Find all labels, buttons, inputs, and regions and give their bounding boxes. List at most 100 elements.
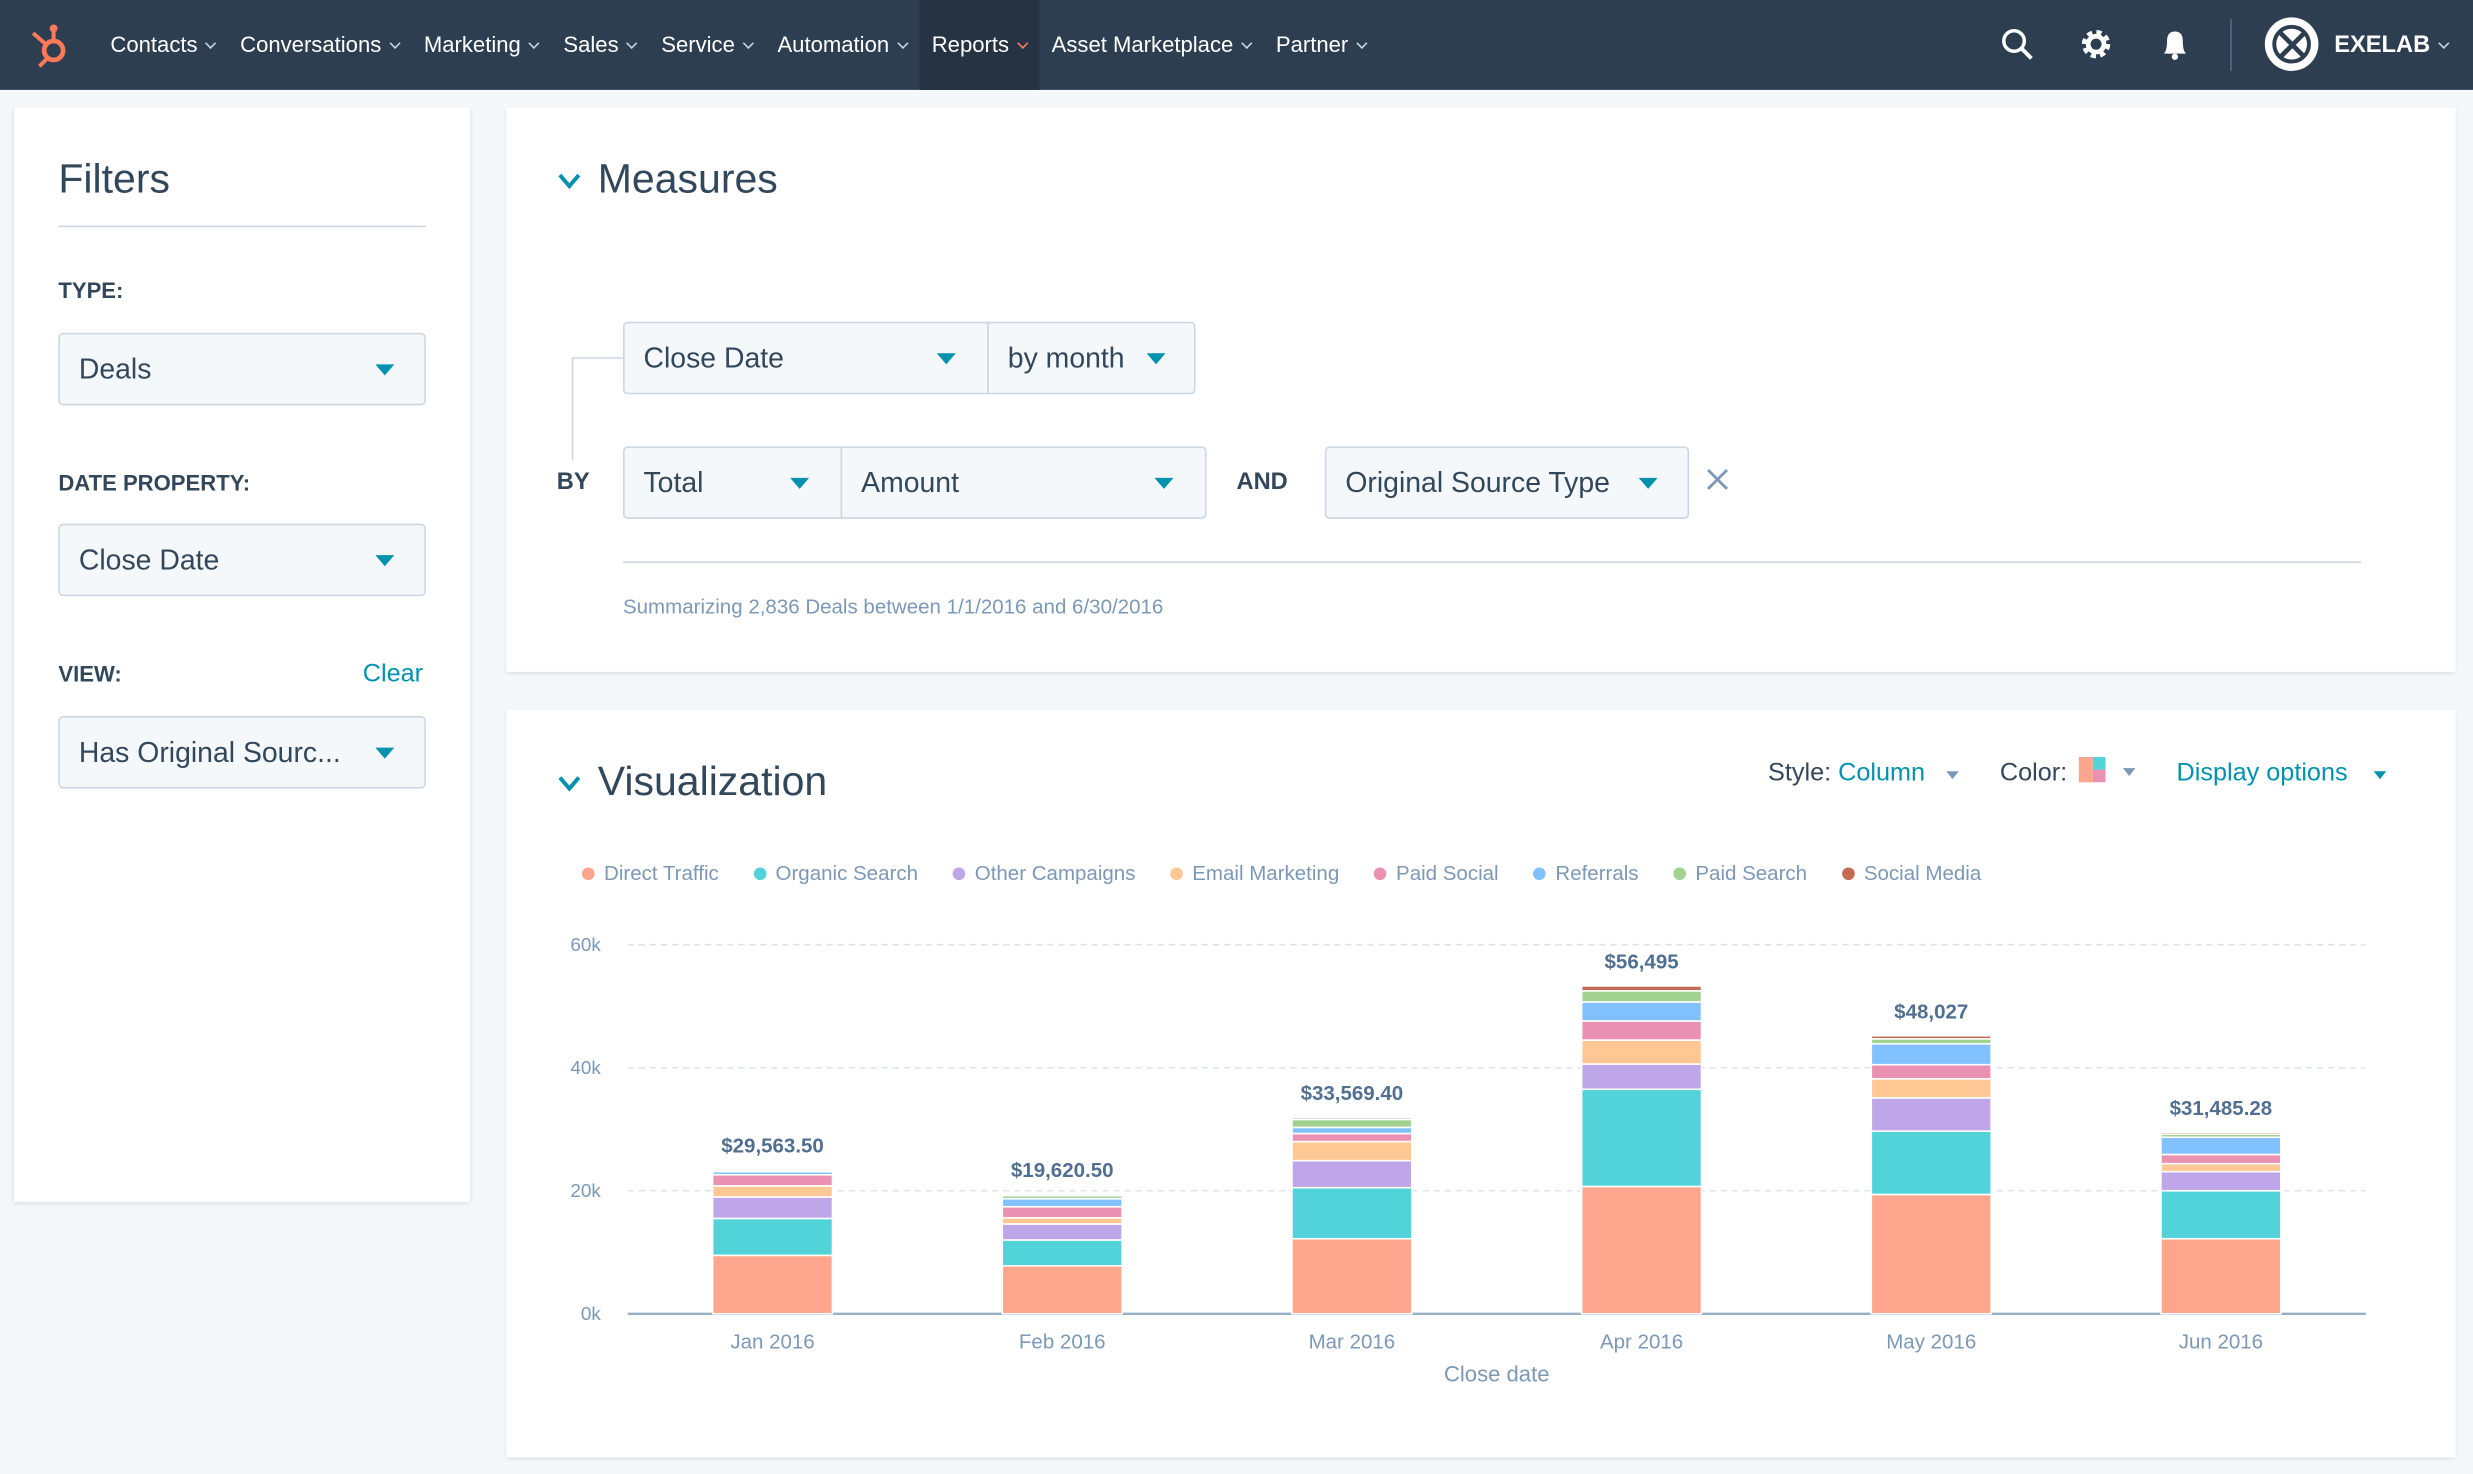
- nav-item[interactable]: Marketing: [411, 0, 551, 90]
- bar-segment: [1291, 1116, 1413, 1121]
- total-label: $48,027: [1894, 1000, 1968, 1023]
- top-nav: Contacts Conversations Marketing Sales Servi…: [0, 0, 2473, 90]
- bar-segment: [1580, 1039, 1703, 1065]
- aggregate: Total: [643, 466, 704, 499]
- bar-segment: [1870, 1078, 1992, 1099]
- collapse-icon[interactable]: [557, 773, 585, 795]
- legend: Direct Traffic Organic Search Other Campai…: [581, 861, 1981, 885]
- legend-swatch: [1533, 867, 1546, 881]
- bar-segment: [1870, 1063, 1992, 1080]
- clear-link[interactable]: Clear: [362, 660, 424, 688]
- bar-segment: [1291, 1159, 1413, 1189]
- interval-select[interactable]: by month: [987, 321, 1196, 395]
- total-label: $29,563.50: [721, 1135, 824, 1158]
- legend-label: Direct Traffic: [604, 861, 719, 885]
- bar-segment: [1001, 1265, 1123, 1315]
- date-select[interactable]: Close Date: [58, 523, 426, 597]
- legend-label: Paid Search: [1695, 861, 1808, 885]
- and-label: AND: [1236, 468, 1288, 496]
- nav-item[interactable]: Contacts: [98, 0, 228, 90]
- bar-segment: [1291, 1237, 1413, 1315]
- remove-icon[interactable]: [1705, 467, 1730, 492]
- x-tick-label: Mar 2016: [1309, 1330, 1396, 1353]
- legend-item[interactable]: Other Campaigns: [952, 861, 1136, 885]
- x-tick-label: Jan 2016: [730, 1330, 814, 1353]
- bar-segment: [1580, 1001, 1703, 1022]
- x-axis-title: Close date: [1444, 1362, 1550, 1387]
- bar-segment: [711, 1173, 834, 1187]
- style-label: Style:: [1768, 760, 1832, 788]
- color-swatch[interactable]: [2078, 757, 2107, 785]
- type-select[interactable]: Deals: [58, 332, 426, 406]
- nav-item[interactable]: Conversations: [228, 0, 412, 90]
- nav-item[interactable]: Asset Marketplace: [1039, 0, 1263, 90]
- bar-segment: [711, 1169, 834, 1172]
- bar-segment: [1001, 1193, 1123, 1197]
- settings-icon[interactable]: [2079, 27, 2117, 65]
- date-field: Close Date: [643, 342, 784, 374]
- bar-segment: [2160, 1153, 2282, 1165]
- breakdown-select[interactable]: Original Source Type: [1324, 446, 1690, 519]
- view-value: Has Original Sourc...: [78, 736, 341, 769]
- date-field-select[interactable]: Close Date: [622, 321, 989, 395]
- legend-swatch: [952, 867, 966, 881]
- x-tick-label: May 2016: [1886, 1330, 1976, 1353]
- visualization-title: Visualization: [597, 757, 828, 805]
- hubspot-logo[interactable]: [25, 22, 72, 69]
- nav-item[interactable]: Automation: [765, 0, 919, 90]
- measures-title: Measures: [597, 154, 778, 202]
- collapse-icon[interactable]: [557, 170, 585, 192]
- x-tick-label: Apr 2016: [1600, 1330, 1683, 1353]
- bar-segment: [1291, 1186, 1413, 1240]
- legend-item[interactable]: Direct Traffic: [581, 861, 719, 885]
- account-name[interactable]: EXELAB: [2322, 0, 2473, 90]
- style-value: Column: [1838, 760, 1926, 788]
- x-tick-label: Jun 2016: [2179, 1330, 2263, 1353]
- legend-label: Other Campaigns: [974, 861, 1136, 885]
- filters-panel: Filters TYPE: Deals DATE PROPERTY: Close…: [14, 107, 470, 1202]
- divider: [2230, 18, 2232, 71]
- measures-panel: Measures Close Date by month BY Total Am…: [506, 107, 2456, 672]
- nav-item[interactable]: Service: [649, 0, 765, 90]
- view-select[interactable]: Has Original Sourc...: [58, 716, 426, 789]
- nav-item[interactable]: Reports: [919, 0, 1040, 90]
- x-tick-label: Feb 2016: [1019, 1330, 1106, 1353]
- notifications-icon[interactable]: [2158, 27, 2196, 65]
- legend-swatch: [753, 867, 767, 881]
- bar-segment: [711, 1196, 834, 1220]
- legend-item[interactable]: Social Media: [1841, 861, 1981, 885]
- metric-select[interactable]: Amount: [840, 446, 1207, 519]
- legend-item[interactable]: Organic Search: [753, 861, 918, 885]
- style-control[interactable]: Style: Column: [1768, 760, 1925, 788]
- account-avatar[interactable]: [2262, 14, 2325, 77]
- bar-segment: [2160, 1189, 2282, 1240]
- y-tick-label: 0k: [581, 1304, 602, 1325]
- bar-segment: [2160, 1162, 2282, 1173]
- aggregate-select[interactable]: Total: [622, 446, 843, 519]
- bar-segment: [1870, 1193, 1992, 1315]
- bar-segment: [1870, 1097, 1992, 1132]
- type-value: Deals: [78, 353, 152, 385]
- legend-item[interactable]: Paid Search: [1673, 861, 1807, 885]
- filters-title: Filters: [58, 154, 170, 202]
- by-label: BY: [556, 468, 590, 496]
- legend-swatch: [1673, 867, 1686, 881]
- metric: Amount: [861, 466, 959, 499]
- nav-item[interactable]: Sales: [551, 0, 649, 90]
- display-options[interactable]: Display options: [2176, 760, 2348, 788]
- bar-segment: [1870, 1130, 1992, 1196]
- legend-item[interactable]: Paid Social: [1373, 861, 1499, 885]
- legend-swatch: [1373, 867, 1387, 881]
- y-tick-label: 40k: [570, 1058, 601, 1079]
- legend-swatch: [1170, 867, 1183, 881]
- nav-menu: Contacts Conversations Marketing Sales Servi…: [98, 0, 1378, 90]
- search-icon[interactable]: [2000, 27, 2038, 65]
- legend-swatch: [1841, 867, 1855, 881]
- legend-item[interactable]: Email Marketing: [1170, 861, 1339, 885]
- bar-segment: [1001, 1217, 1123, 1225]
- divider: [622, 561, 2362, 564]
- legend-item[interactable]: Referrals: [1533, 861, 1639, 885]
- bar-segment: [2160, 1170, 2282, 1192]
- nav-item[interactable]: Partner: [1263, 0, 1378, 90]
